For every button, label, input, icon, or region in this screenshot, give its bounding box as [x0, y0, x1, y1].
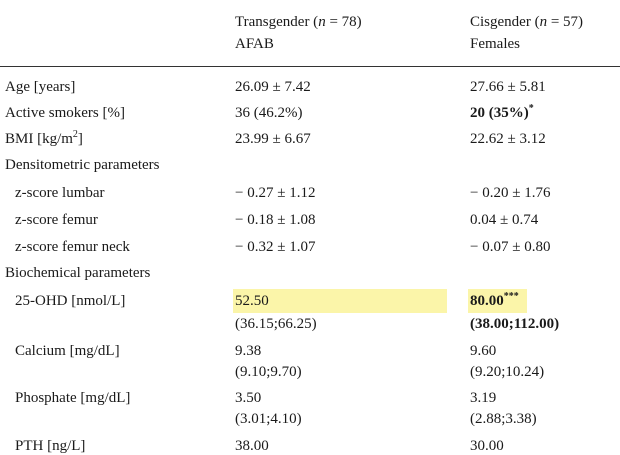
- row-label-femur-neck: z-score femur neck: [15, 239, 130, 255]
- pth-trans-value: 38.00: [235, 438, 269, 454]
- significance-marker: ***: [503, 291, 519, 302]
- row-label-pth: PTH [ng/L]: [15, 438, 86, 454]
- header-cisgender: Cisgender (n = 57): [470, 14, 584, 30]
- row-label-lumbar: z-score lumbar: [15, 185, 105, 201]
- phosphate-cis-value: 3.19: [470, 390, 497, 406]
- row-label-smokers: Active smokers [%]: [5, 105, 125, 121]
- section-densitometric: Densitometric parameters: [5, 157, 160, 173]
- femur-neck-cis-value: − 0.07 ± 0.80: [470, 239, 551, 255]
- lumbar-trans-value: − 0.27 ± 1.12: [235, 185, 316, 201]
- bmi-trans-value: 23.99 ± 6.67: [235, 131, 311, 147]
- ohd-cis-range: (38.00;112.00): [470, 316, 560, 332]
- phosphate-trans-range: (3.01;4.10): [235, 411, 302, 427]
- row-label-femur: z-score femur: [15, 212, 98, 228]
- bmi-cis-value: 22.62 ± 3.12: [470, 131, 546, 147]
- significance-marker: *: [528, 103, 534, 114]
- row-label-bmi: BMI [kg/m2]: [5, 129, 83, 148]
- smokers-cis-value: 20 (35%)*: [470, 103, 534, 122]
- calcium-trans-range: (9.10;9.70): [235, 364, 302, 380]
- smokers-trans-value: 36 (46.2%): [235, 105, 303, 121]
- phosphate-cis-range: (2.88;3.38): [470, 411, 537, 427]
- header-rule: [0, 66, 620, 67]
- femur-trans-value: − 0.18 ± 1.08: [235, 212, 316, 228]
- row-label-age: Age [years]: [5, 79, 76, 95]
- row-label-25ohd: 25-OHD [nmol/L]: [15, 293, 126, 309]
- ohd-trans-value: 52.50: [233, 289, 447, 313]
- header-transgender: Transgender (n = 78): [235, 14, 362, 30]
- calcium-cis-range: (9.20;10.24): [470, 364, 545, 380]
- pth-cis-value: 30.00: [470, 438, 504, 454]
- ohd-trans-range: (36.15;66.25): [235, 316, 317, 332]
- calcium-trans-value: 9.38: [235, 343, 262, 359]
- femur-neck-trans-value: − 0.32 ± 1.07: [235, 239, 316, 255]
- phosphate-trans-value: 3.50: [235, 390, 262, 406]
- ohd-cis-value: 80.00***: [468, 289, 527, 313]
- section-biochemical: Biochemical parameters: [5, 265, 151, 281]
- lumbar-cis-value: − 0.20 ± 1.76: [470, 185, 551, 201]
- femur-cis-value: 0.04 ± 0.74: [470, 212, 539, 228]
- row-label-phosphate: Phosphate [mg/dL]: [15, 390, 131, 406]
- header-females: Females: [470, 36, 520, 52]
- age-cis-value: 27.66 ± 5.81: [470, 79, 546, 95]
- age-trans-value: 26.09 ± 7.42: [235, 79, 311, 95]
- calcium-cis-value: 9.60: [470, 343, 497, 359]
- header-afab: AFAB: [235, 36, 274, 52]
- row-label-calcium: Calcium [mg/dL]: [15, 343, 120, 359]
